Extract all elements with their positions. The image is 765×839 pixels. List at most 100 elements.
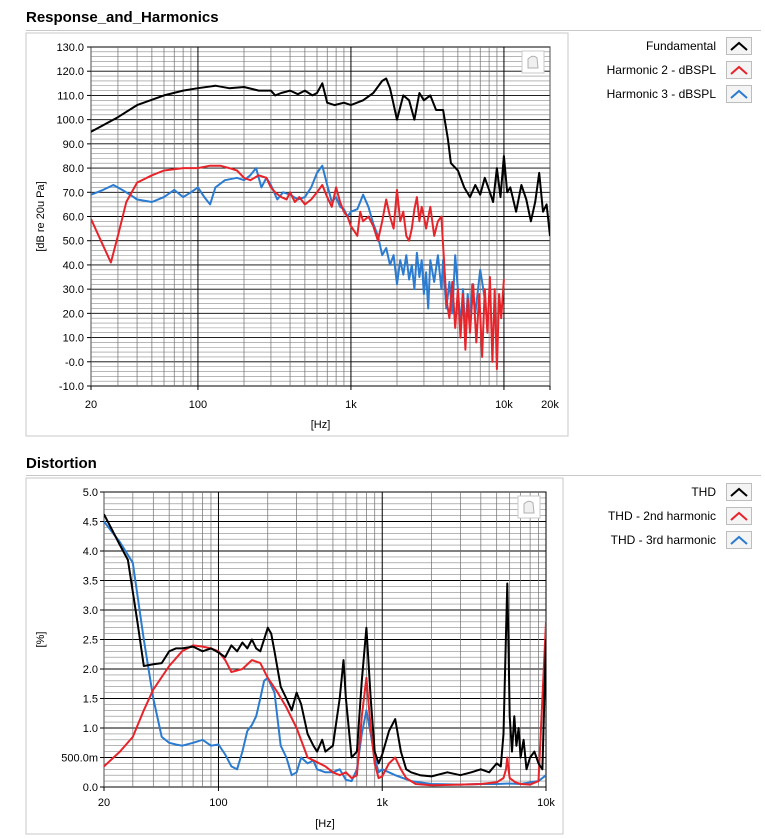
data-point <box>418 92 420 94</box>
data-point <box>385 198 387 201</box>
data-point <box>110 526 112 529</box>
legend-swatch-icon[interactable] <box>726 37 752 55</box>
data-point <box>411 228 413 230</box>
data-point <box>356 751 358 753</box>
data-point <box>488 771 490 773</box>
y-tick-label: 60.0 <box>63 212 84 224</box>
y-tick-label: 90.0 <box>63 139 84 151</box>
data-point <box>228 87 230 89</box>
data-point <box>359 211 361 213</box>
data-point <box>545 774 546 776</box>
legend-swatch-icon[interactable] <box>726 85 752 103</box>
data-point <box>372 225 374 227</box>
data-point <box>530 220 532 222</box>
data-point <box>243 177 245 179</box>
data-point <box>119 544 121 546</box>
data-point <box>442 109 444 111</box>
data-point <box>296 692 298 694</box>
y-tick-label: -0.0 <box>65 357 84 369</box>
data-point <box>489 276 491 278</box>
data-point <box>492 201 494 203</box>
data-point <box>362 220 364 222</box>
data-point <box>523 739 525 741</box>
legend-item: THD <box>691 483 752 501</box>
data-point <box>470 771 472 773</box>
data-point <box>351 756 353 759</box>
data-point <box>402 94 404 96</box>
graph-palette-icon <box>521 50 545 74</box>
data-point <box>161 662 163 664</box>
data-point <box>339 206 341 208</box>
data-point <box>533 751 536 753</box>
y-tick-label: 30.0 <box>63 284 84 296</box>
y-tick-label: 80.0 <box>63 163 84 175</box>
data-point <box>381 254 383 256</box>
data-point <box>534 201 536 203</box>
legend-swatch-icon[interactable] <box>726 507 752 525</box>
data-point <box>321 165 323 167</box>
data-point <box>538 172 540 174</box>
x-tick-label: 100 <box>209 797 227 809</box>
data-point <box>161 736 163 738</box>
data-point <box>545 638 546 641</box>
data-point <box>197 167 199 169</box>
data-point <box>316 761 318 763</box>
data-point <box>143 665 145 667</box>
data-point <box>518 727 520 729</box>
data-point <box>429 206 431 208</box>
data-point <box>203 196 205 198</box>
legend-swatch-icon[interactable] <box>726 531 752 549</box>
data-point <box>258 90 260 92</box>
y-tick-label: 3.5 <box>83 576 98 588</box>
data-point <box>298 196 300 198</box>
data-point <box>388 730 390 732</box>
data-point <box>463 186 465 188</box>
data-point <box>326 102 328 104</box>
data-point <box>307 733 309 735</box>
data-point <box>481 356 483 358</box>
data-point <box>132 562 134 564</box>
x-tick-label: 20 <box>85 399 97 411</box>
data-point <box>394 756 396 759</box>
data-point <box>104 765 105 767</box>
data-point <box>259 662 261 664</box>
data-point <box>210 745 212 747</box>
data-point <box>400 768 402 770</box>
response-legend: Fundamental Harmonic 2 - dBSPL Harmonic 3 … <box>570 33 752 433</box>
data-point <box>168 742 170 744</box>
data-point <box>425 271 427 273</box>
data-point <box>202 650 204 652</box>
data-point <box>127 559 129 561</box>
data-point <box>415 783 417 785</box>
legend-label: Harmonic 3 - dBSPL <box>606 87 716 101</box>
data-point <box>467 298 469 300</box>
x-tick-label: 100 <box>189 399 207 411</box>
data-point <box>446 771 448 773</box>
x-tick-label: 1k <box>345 399 357 411</box>
data-point <box>475 341 477 343</box>
data-point <box>125 201 127 203</box>
data-point <box>151 201 153 203</box>
y-tick-label: 100.0 <box>56 115 84 127</box>
data-point <box>265 177 267 179</box>
y-tick-label: 40.0 <box>63 260 84 272</box>
x-axis-label: [Hz] <box>315 818 335 830</box>
data-point <box>507 768 510 770</box>
data-point <box>479 269 481 271</box>
legend-label: Harmonic 2 - dBSPL <box>606 63 716 77</box>
data-point <box>377 240 379 242</box>
data-point <box>365 709 367 711</box>
data-point <box>525 768 528 770</box>
data-point <box>450 162 452 164</box>
data-point <box>214 186 216 188</box>
data-point <box>294 201 296 203</box>
data-point <box>343 102 345 104</box>
data-point <box>421 259 423 261</box>
data-point <box>496 368 498 370</box>
data-point <box>502 777 505 779</box>
legend-swatch-icon[interactable] <box>726 483 752 501</box>
legend-swatch-icon[interactable] <box>726 61 752 79</box>
response-chart-title: Response_and_Harmonics <box>26 9 219 26</box>
data-point <box>280 686 282 688</box>
